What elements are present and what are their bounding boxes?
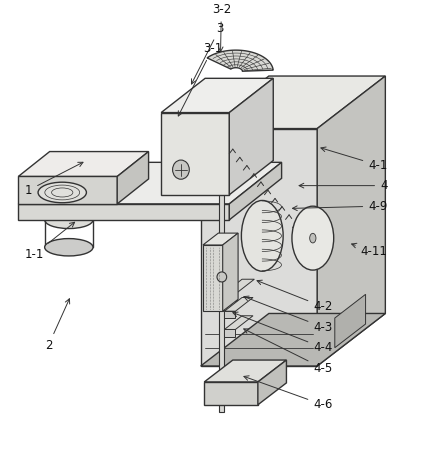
Text: 4-1: 4-1 [321, 147, 388, 172]
Polygon shape [224, 311, 235, 318]
Ellipse shape [217, 272, 227, 282]
Text: 4-2: 4-2 [257, 280, 333, 313]
Text: 4-11: 4-11 [351, 243, 388, 258]
Polygon shape [18, 162, 282, 204]
Polygon shape [224, 316, 253, 329]
Text: 3-2: 3-2 [212, 3, 231, 52]
Ellipse shape [45, 211, 93, 229]
Polygon shape [224, 329, 235, 337]
Text: 3-1: 3-1 [178, 42, 222, 116]
Polygon shape [229, 162, 282, 220]
Polygon shape [204, 382, 258, 405]
Polygon shape [335, 294, 366, 348]
Polygon shape [224, 293, 237, 301]
Text: 1: 1 [25, 162, 83, 196]
Polygon shape [224, 279, 254, 293]
Polygon shape [201, 129, 317, 366]
Text: 4-5: 4-5 [244, 329, 333, 375]
Polygon shape [223, 233, 238, 311]
Polygon shape [161, 78, 273, 113]
Ellipse shape [172, 160, 189, 179]
Text: 4: 4 [299, 179, 388, 192]
Polygon shape [18, 204, 229, 220]
Polygon shape [203, 245, 223, 311]
Polygon shape [229, 78, 273, 195]
Ellipse shape [38, 182, 86, 203]
Polygon shape [161, 113, 229, 195]
Polygon shape [18, 152, 149, 176]
Ellipse shape [45, 239, 93, 256]
Ellipse shape [292, 206, 334, 270]
Text: 2: 2 [45, 299, 70, 352]
Text: 1-1: 1-1 [25, 222, 75, 261]
Polygon shape [204, 360, 287, 382]
Text: 4-6: 4-6 [244, 376, 333, 411]
Polygon shape [203, 233, 238, 245]
Text: 4-9: 4-9 [292, 200, 388, 213]
Polygon shape [258, 360, 287, 405]
Ellipse shape [310, 233, 316, 243]
Text: 4-3: 4-3 [244, 296, 333, 334]
Ellipse shape [241, 201, 283, 271]
Polygon shape [317, 76, 385, 366]
Text: 4-4: 4-4 [233, 312, 333, 354]
Text: 3: 3 [191, 22, 224, 84]
Polygon shape [18, 176, 117, 204]
Polygon shape [219, 172, 224, 412]
Polygon shape [201, 76, 385, 129]
Polygon shape [224, 298, 253, 311]
Polygon shape [201, 313, 385, 366]
Polygon shape [117, 152, 149, 204]
Polygon shape [207, 50, 273, 71]
